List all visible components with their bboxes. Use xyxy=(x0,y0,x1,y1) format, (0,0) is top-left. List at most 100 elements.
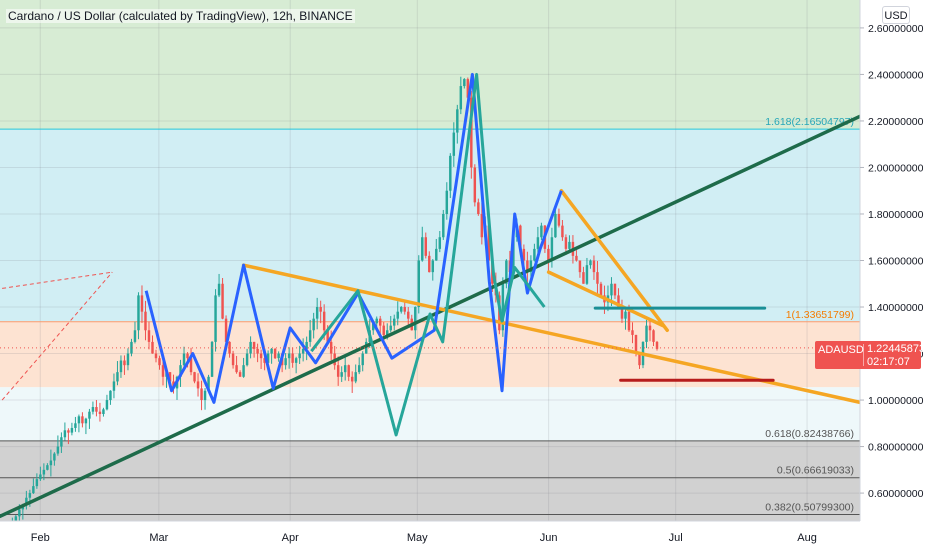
candle-body-162 xyxy=(578,260,582,273)
y-tick-label-0: 2.60000000 xyxy=(868,23,924,35)
candle-body-31 xyxy=(119,360,123,373)
candle-body-136 xyxy=(487,225,491,261)
candle-body-145 xyxy=(519,225,522,249)
currency-button[interactable]: USD xyxy=(882,6,910,24)
candle-body-122 xyxy=(438,237,442,249)
candle-body-141 xyxy=(505,260,508,284)
candle-body-30 xyxy=(116,372,119,382)
candle-body-59 xyxy=(217,283,221,296)
candle-body-172 xyxy=(613,283,617,296)
fib-zones xyxy=(0,0,860,521)
candle-body-79 xyxy=(287,353,291,359)
candle-body-90 xyxy=(326,330,329,342)
candle-body-163 xyxy=(582,272,585,284)
candle-body-161 xyxy=(575,255,578,261)
candle-body-34 xyxy=(130,341,133,354)
price-tag-value: 1.22445873 xyxy=(867,343,926,355)
candle-body-25 xyxy=(98,411,102,415)
candle-body-20 xyxy=(81,416,84,424)
candle-body-150 xyxy=(536,237,540,249)
candle-body-61 xyxy=(224,318,228,342)
x-tick-label-3: May xyxy=(407,532,428,544)
candle-body-167 xyxy=(596,272,599,284)
candle-body-52 xyxy=(193,372,196,382)
candle-body-42 xyxy=(158,358,161,366)
candle-body-32 xyxy=(123,360,126,366)
candle-body-99 xyxy=(357,365,361,373)
candle-body-88 xyxy=(319,307,322,312)
candle-body-7 xyxy=(35,479,39,487)
fib-label-0: 1.618(2.16504797) xyxy=(765,116,854,128)
candle-body-176 xyxy=(627,311,631,331)
candle-body-73 xyxy=(266,353,270,363)
candle-body-133 xyxy=(477,202,480,214)
candle-body-97 xyxy=(350,376,354,382)
pattern-blue-zigzag xyxy=(144,72,563,404)
candle-body-82 xyxy=(298,353,301,359)
candle-body-106 xyxy=(382,325,385,335)
candle-body-178 xyxy=(634,334,638,354)
candle-body-23 xyxy=(91,407,95,412)
candle-body-116 xyxy=(417,260,420,308)
candle-body-43 xyxy=(161,365,165,377)
candle-body-16 xyxy=(67,430,70,433)
candle-body-49 xyxy=(182,353,186,366)
candle-body-159 xyxy=(568,241,571,249)
candle-body-130 xyxy=(466,79,470,98)
candle-body-155 xyxy=(554,213,557,238)
candle-body-76 xyxy=(277,353,280,359)
candle-body-83 xyxy=(301,348,305,354)
candle-body-71 xyxy=(259,353,263,359)
candle-body-19 xyxy=(77,416,81,424)
candle-body-175 xyxy=(624,311,627,319)
drawings xyxy=(0,72,862,519)
candle-body-129 xyxy=(463,79,466,87)
fib-label-4: 0.382(0.50799300) xyxy=(765,501,854,513)
candle-body-104 xyxy=(375,318,378,324)
candle-body-35 xyxy=(133,330,137,342)
candle-body-54 xyxy=(200,388,203,401)
price-tag-countdown: 02:17:07 xyxy=(867,356,910,368)
candle-body-2 xyxy=(18,509,21,517)
candle-body-134 xyxy=(480,213,484,238)
candle-body-55 xyxy=(203,390,207,401)
y-tick-label-5: 1.60000000 xyxy=(868,256,924,268)
fib-zone-1 xyxy=(0,129,860,322)
candle-body-125 xyxy=(449,155,452,191)
candle-body-5 xyxy=(28,493,32,498)
candle-body-177 xyxy=(631,330,634,335)
candle-body-146 xyxy=(522,248,526,261)
candle-body-154 xyxy=(550,237,554,261)
candle-body-78 xyxy=(284,358,287,366)
y-tick-label-8: 1.00000000 xyxy=(868,395,924,407)
candle-body-66 xyxy=(242,365,245,377)
candle-body-22 xyxy=(88,411,91,419)
candle-body-60 xyxy=(221,283,224,319)
candle-body-93 xyxy=(336,365,340,377)
candle-body-103 xyxy=(371,323,375,331)
candle-body-70 xyxy=(256,348,259,354)
candle-body-14 xyxy=(60,437,63,447)
candle-body-123 xyxy=(442,213,445,238)
candle-body-174 xyxy=(620,307,624,319)
x-tick-label-5: Jul xyxy=(669,532,683,544)
candle-body-36 xyxy=(137,295,140,331)
candle-body-166 xyxy=(592,260,596,273)
candles xyxy=(11,76,659,530)
candle-body-100 xyxy=(361,353,364,366)
candle-body-72 xyxy=(263,358,266,363)
candle-body-8 xyxy=(39,474,42,480)
candle-body-27 xyxy=(105,400,109,410)
candle-body-58 xyxy=(214,295,217,342)
candle-body-26 xyxy=(102,409,105,415)
last-price-tag: ADAUSD 1.22445873 02:17:07 xyxy=(815,341,925,369)
candle-body-183 xyxy=(652,330,655,342)
pattern-teal-zigzag xyxy=(310,72,546,437)
candle-body-173 xyxy=(617,295,620,308)
candle-body-12 xyxy=(53,453,56,461)
x-tick-label-1: Mar xyxy=(149,532,168,544)
candle-body-75 xyxy=(273,348,277,359)
